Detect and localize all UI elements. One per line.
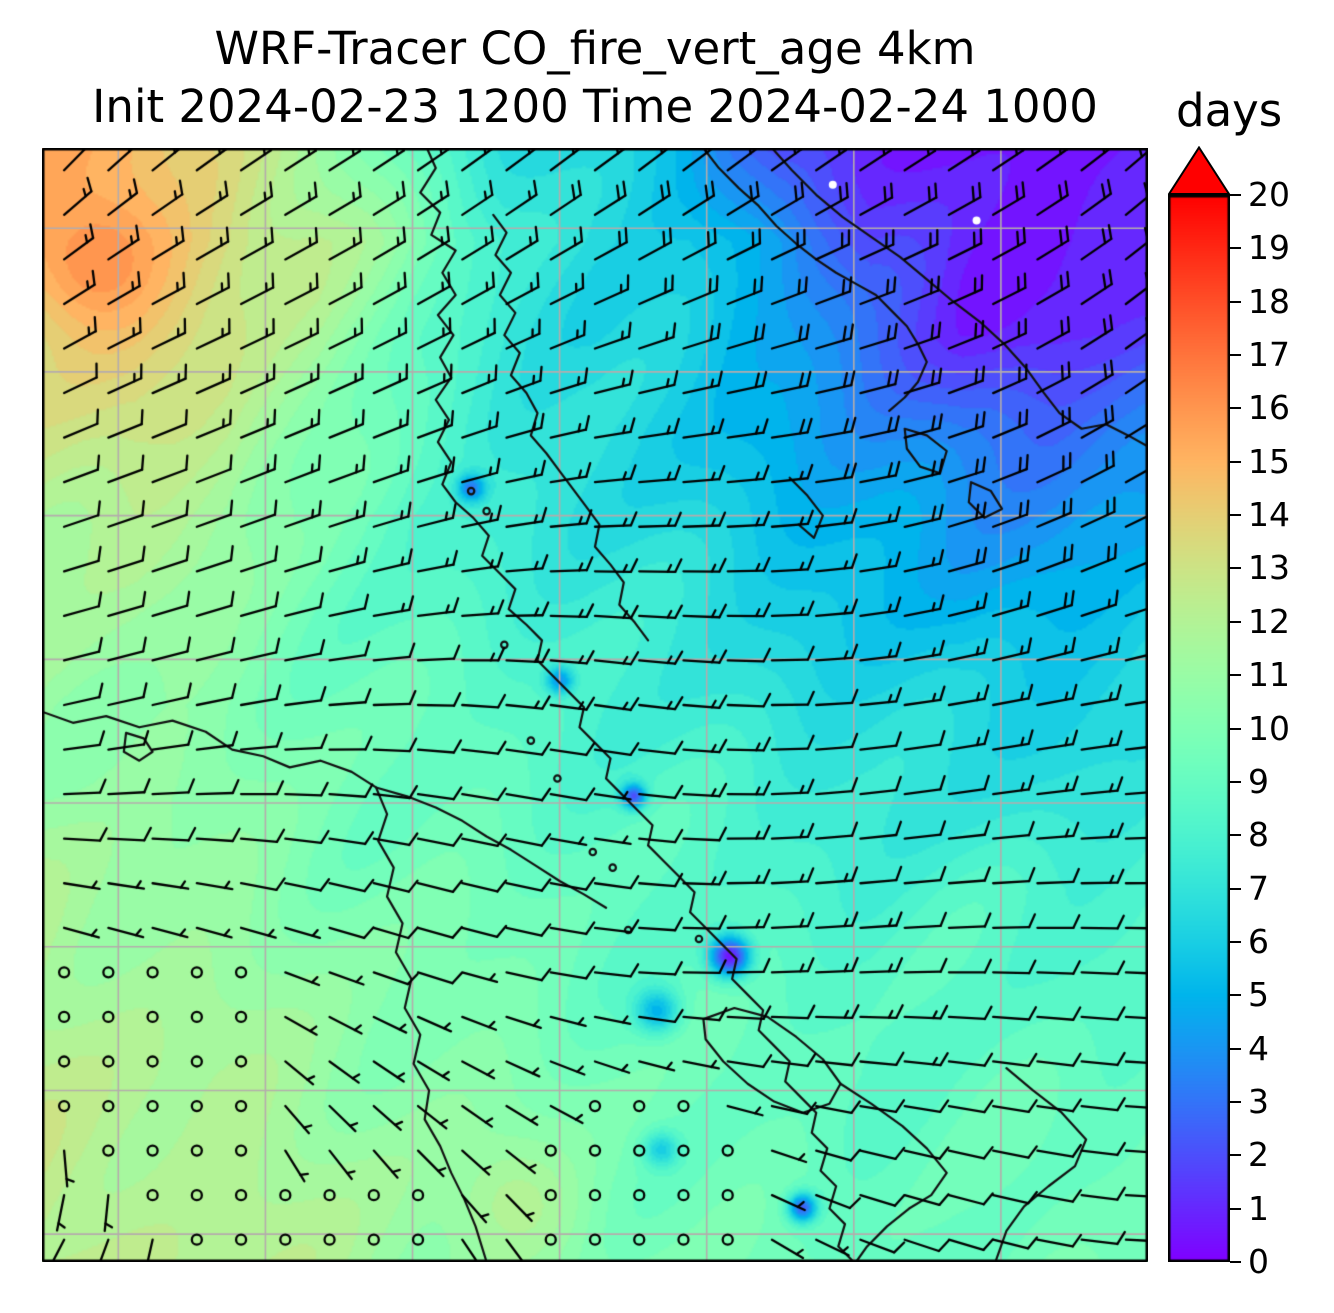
colorbar-tick-mark [1230, 1207, 1241, 1210]
colorbar-tick-mark [1230, 194, 1241, 196]
colorbar-tick-label: 0 [1248, 1242, 1269, 1281]
colorbar-gradient-canvas [1168, 195, 1230, 1262]
colorbar-tick-mark [1230, 247, 1241, 250]
colorbar-units-label: days [1176, 84, 1283, 137]
colorbar: 0 1 2 3 4 5 6 7 8 9 10 11 12 13 14 15 16 17 18 19 20 [1168, 146, 1328, 1281]
colorbar-tick-label: 20 [1248, 175, 1290, 214]
colorbar-tick-mark [1230, 887, 1241, 890]
colorbar-tick-mark [1230, 514, 1241, 517]
colorbar-tick-mark [1230, 1261, 1241, 1263]
colorbar-tick-label: 13 [1248, 548, 1290, 588]
colorbar-tick-mark [1230, 354, 1241, 357]
colorbar-tick-mark [1230, 780, 1241, 783]
colorbar-tick-label: 6 [1248, 921, 1269, 961]
colorbar-tick-label: 11 [1248, 655, 1290, 695]
colorbar-tick-label: 9 [1248, 761, 1269, 801]
map-plot-area [42, 148, 1148, 1262]
colorbar-tick-mark [1230, 567, 1241, 570]
colorbar-tick-label: 7 [1248, 868, 1269, 908]
plot-title: WRF-Tracer CO_fire_vert_age 4km [214, 22, 976, 75]
colorbar-tick-mark [1230, 1100, 1241, 1103]
colorbar-tick-label: 12 [1248, 601, 1290, 641]
colorbar-tick-mark [1230, 940, 1241, 943]
colorbar-tick-label: 10 [1248, 708, 1290, 748]
colorbar-tick-label: 15 [1248, 441, 1290, 481]
colorbar-tick-mark [1230, 834, 1241, 837]
colorbar-tick-mark [1230, 994, 1241, 997]
colorbar-tick-mark [1230, 1047, 1241, 1050]
colorbar-tick-label: 14 [1248, 495, 1290, 535]
colorbar-tick-label: 8 [1248, 815, 1269, 855]
colorbar-tick-label: 19 [1248, 228, 1290, 268]
colorbar-tick-mark [1230, 620, 1241, 623]
colorbar-tick-label: 1 [1248, 1188, 1269, 1228]
colorbar-tick-label: 16 [1248, 388, 1290, 428]
colorbar-tick-mark [1230, 460, 1241, 463]
colorbar-tick-label: 2 [1248, 1135, 1269, 1175]
colorbar-tick-mark [1230, 674, 1241, 677]
colorbar-tick-mark [1230, 407, 1241, 410]
colorbar-tick-mark [1230, 727, 1241, 730]
colorbar-tick-label: 17 [1248, 335, 1290, 375]
colorbar-tick-label: 5 [1248, 975, 1269, 1015]
colorbar-tick-mark [1230, 1154, 1241, 1157]
colorbar-tick-label: 18 [1248, 281, 1290, 321]
colorbar-tick-label: 4 [1248, 1028, 1269, 1068]
plot-subtitle: Init 2024-02-23 1200 Time 2024-02-24 100… [92, 80, 1098, 133]
map-canvas [42, 148, 1148, 1262]
colorbar-tick-mark [1230, 300, 1241, 303]
colorbar-extend-arrow-icon [1168, 146, 1230, 195]
colorbar-tick-label: 3 [1248, 1081, 1269, 1121]
